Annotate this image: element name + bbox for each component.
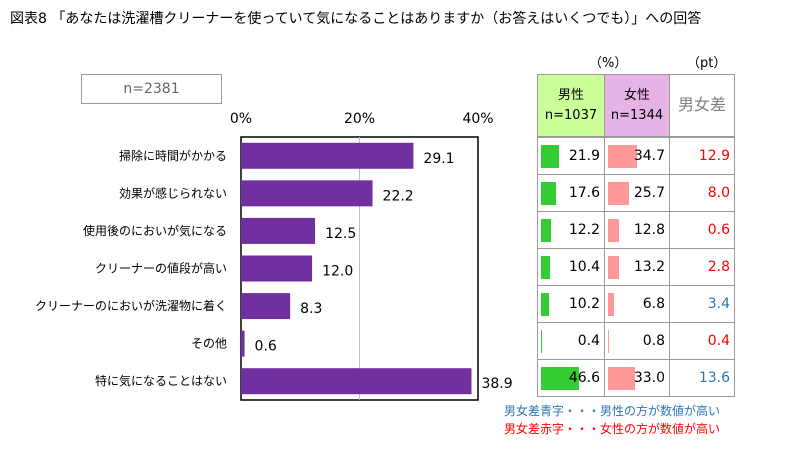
female-header-label: 女性 [623,87,650,103]
male-value-4: 10.2 [568,296,600,312]
male-value-3: 10.4 [568,259,600,275]
diff-value-2: 0.6 [707,222,730,238]
diff-cell-5: 0.4 [669,322,735,360]
note-red: 男女差赤字・・・女性の方が数値が高い [504,420,720,437]
bar-2 [241,217,316,244]
female-sample-size: n=1344 [610,107,664,123]
diff-cell-3: 2.8 [669,248,735,286]
female-cell-0: 34.7 [604,137,670,175]
percent-unit-label: （%） [589,56,628,71]
female-header: 女性 n=1344 [604,74,670,137]
female-value-4: 6.8 [642,296,665,312]
x-tick-label-2: 40% [462,111,493,127]
value-label-4: 8.3 [300,301,322,317]
male-value-2: 12.2 [568,222,600,238]
female-cell-1: 25.7 [604,174,670,212]
diff-value-1: 8.0 [707,185,730,201]
male-cell-3: 10.4 [537,248,605,286]
male-value-0: 21.9 [568,148,600,164]
sample-size-box: n=2381 [81,74,222,104]
page-title: 図表8 「あなたは洗濯槽クリーナーを使っていて気になることはありますか（お答えは… [10,11,702,27]
value-label-0: 29.1 [423,151,454,167]
sample-size-label: n=2381 [123,81,180,97]
diff-value-6: 13.6 [698,370,730,386]
male-bar-0 [541,145,560,168]
diff-value-3: 2.8 [707,259,730,275]
male-cell-0: 21.9 [537,137,605,175]
female-value-1: 25.7 [633,185,665,201]
female-cell-2: 12.8 [604,211,670,249]
category-label-3: クリーナーの値段が高い [95,261,227,276]
value-label-1: 22.2 [383,188,414,204]
female-bar-1 [608,182,630,205]
male-value-6: 46.6 [568,370,600,386]
male-cell-5: 0.4 [537,322,605,360]
x-tick-label-0: 0% [230,111,252,127]
diff-value-5: 0.4 [707,333,730,349]
male-bar-1 [541,182,556,205]
bar-chart: 0% 20% 40% 掃除に時間がかかる 29.1 効果が感じられない 22.2 使用後のにお… [35,111,513,401]
male-cell-1: 17.6 [537,174,605,212]
value-label-5: 0.6 [255,339,277,355]
male-cell-4: 10.2 [537,285,605,323]
bar-3 [241,255,313,282]
female-bar-2 [608,219,619,242]
male-sample-size: n=1037 [544,107,598,123]
female-bar-0 [608,145,637,168]
female-bar-4 [608,293,614,316]
female-value-5: 0.8 [642,333,665,349]
female-bar-6 [608,367,636,390]
bar-4 [241,293,291,320]
diff-cell-4: 3.4 [669,285,735,323]
category-label-0: 掃除に時間がかかる [119,148,227,163]
bar-0 [241,142,414,169]
diff-cell-6: 13.6 [669,359,735,397]
bar-6 [241,368,472,395]
male-bar-6 [541,367,580,390]
female-value-6: 33.0 [633,370,665,386]
value-label-2: 12.5 [325,226,356,242]
male-value-1: 17.6 [568,185,600,201]
diff-header-label: 男女差 [677,95,726,114]
bar-5 [241,330,245,357]
male-cell-2: 12.2 [537,211,605,249]
category-label-6: 特に気になることはない [95,373,227,388]
diff-header: 男女差 [669,74,735,137]
diff-cell-0: 12.9 [669,137,735,175]
category-label-2: 使用後のにおいが気になる [83,223,227,238]
value-label-3: 12.0 [322,264,353,280]
category-label-5: その他 [191,337,227,351]
x-tick-label-1: 20% [344,111,375,127]
category-label-1: 効果が感じられない [119,185,227,200]
diff-value-4: 3.4 [707,296,730,312]
male-header-label: 男性 [557,87,584,103]
female-cell-3: 13.2 [604,248,670,286]
category-label-4: クリーナーのにおいが洗濯物に着く [35,298,227,313]
male-header: 男性 n=1037 [537,74,605,137]
female-bar-3 [608,256,619,279]
male-bar-4 [541,293,550,316]
female-cell-6: 33.0 [604,359,670,397]
female-value-0: 34.7 [633,148,665,164]
male-bar-2 [541,219,552,242]
male-value-5: 0.4 [577,333,600,349]
diff-cell-1: 8.0 [669,174,735,212]
note-blue: 男女差青字・・・男性の方が数値が高い [504,402,720,419]
diff-value-0: 12.9 [698,148,730,164]
value-label-6: 38.9 [481,376,512,392]
female-cell-4: 6.8 [604,285,670,323]
female-value-2: 12.8 [633,222,665,238]
note-blue-text: 男女差青字・・・男性の方が数値が高い [504,404,721,418]
male-bar-3 [541,256,550,279]
female-cell-5: 0.8 [604,322,670,360]
diff-cell-2: 0.6 [669,211,735,249]
female-value-3: 13.2 [633,259,665,275]
bar-1 [241,180,373,207]
note-red-text: 男女差赤字・・・女性の方が数値が高い [504,422,721,436]
female-bar-5 [608,330,609,353]
male-cell-6: 46.6 [537,359,605,397]
points-unit-label: （pt） [687,56,727,71]
